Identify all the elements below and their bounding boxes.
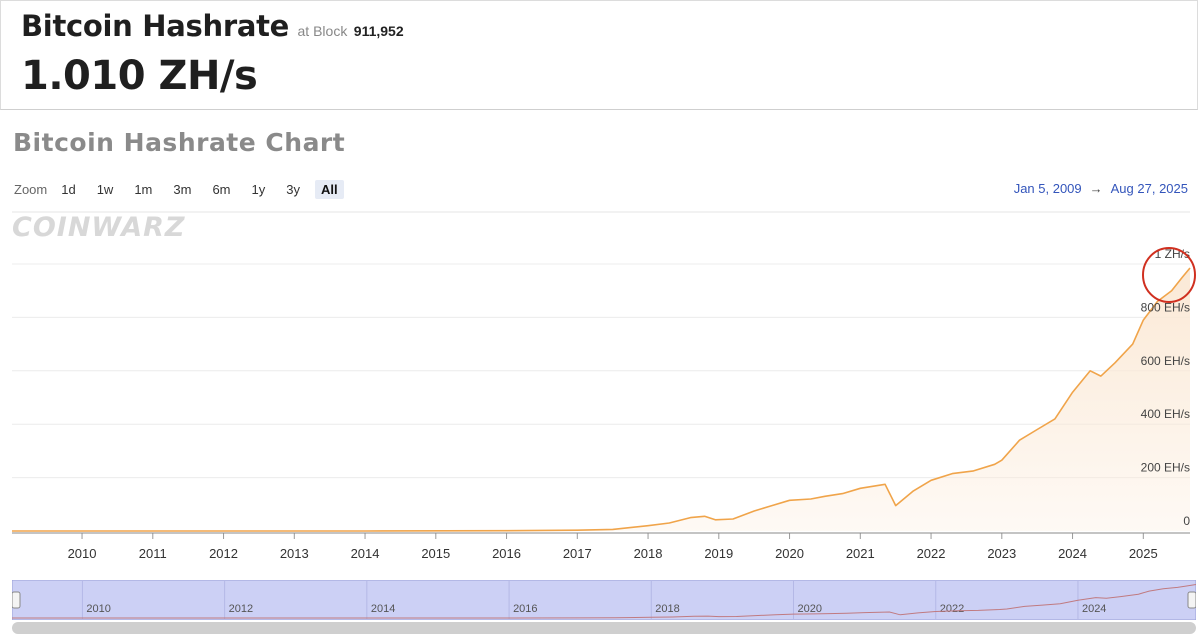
navigator-scrollbar[interactable]	[12, 622, 1196, 634]
zoom-3y-button[interactable]: 3y	[286, 181, 300, 197]
navigator-selection	[12, 580, 1196, 620]
navigator-tick-label: 2014	[371, 603, 395, 615]
zoom-label: Zoom	[14, 181, 48, 197]
y-tick-label: 0	[1183, 514, 1190, 528]
hashrate-area	[12, 268, 1190, 531]
range-arrow-icon: →	[1089, 181, 1103, 196]
x-tick-label: 2010	[68, 546, 97, 561]
x-tick-label: 2016	[492, 546, 521, 561]
date-range: Jan 5, 2009 → Aug 27, 2025	[1014, 181, 1188, 196]
zoom-1m-button[interactable]: 1m	[134, 181, 153, 197]
y-tick-label: 600 EH/s	[1141, 354, 1190, 368]
navigator-tick-label: 2018	[655, 603, 679, 615]
x-tick-label: 2022	[917, 546, 946, 561]
grid-layer	[12, 211, 1190, 479]
navigator-tick-label: 2022	[940, 603, 964, 615]
hashrate-chart[interactable]: 2010 2011 2012 2013 2014 2015 2016 2017 2018 2019…	[0, 200, 1200, 576]
zoom-1w-button[interactable]: 1w	[96, 181, 114, 197]
zoom-1d-button[interactable]: 1d	[61, 181, 76, 197]
block-number: 911,952	[353, 23, 404, 39]
x-tick-label: 2020	[775, 546, 804, 561]
x-tick-label: 2018	[634, 546, 663, 561]
zoom-toolbar: Zoom 1d 1w 1m 3m 6m 1y 3y All	[14, 178, 353, 200]
zoom-6m-button[interactable]: 6m	[212, 181, 231, 197]
navigator-tick-label: 2010	[86, 603, 110, 615]
page-title: Bitcoin Hashrate	[21, 9, 290, 43]
navigator-tick-label: 2020	[798, 603, 822, 615]
hashrate-line	[12, 267, 1191, 532]
x-axis: 2010 2011 2012 2013 2014 2015 2016 2017 2018 2019…	[12, 532, 1190, 561]
x-tick-label: 2013	[280, 546, 309, 561]
x-tick-label: 2012	[209, 546, 238, 561]
y-tick-label: 800 EH/s	[1141, 300, 1190, 314]
title-row: Bitcoin Hashrate at Block 911,952	[21, 9, 404, 43]
navigator-line	[12, 584, 1196, 619]
x-tick-label: 2017	[563, 546, 592, 561]
navigator-right-handle[interactable]	[1187, 591, 1196, 609]
y-tick-label: 400 EH/s	[1141, 407, 1190, 421]
chart-title: Bitcoin Hashrate Chart	[13, 128, 346, 157]
hashrate-value: 1.010 ZH/s	[21, 53, 258, 99]
header-panel: Bitcoin Hashrate at Block 911,952 1.010 …	[0, 0, 1198, 110]
range-end[interactable]: Aug 27, 2025	[1110, 181, 1188, 196]
coinwarz-watermark: COINWARZ	[12, 212, 186, 243]
x-tick-label: 2024	[1058, 546, 1087, 561]
y-tick-label: 200 EH/s	[1141, 461, 1190, 475]
zoom-all-button[interactable]: All	[314, 179, 344, 199]
range-start[interactable]: Jan 5, 2009	[1013, 181, 1082, 196]
navigator-tick-label: 2024	[1082, 603, 1106, 615]
highlight-layer	[1142, 247, 1196, 303]
x-tick-label: 2025	[1129, 546, 1158, 561]
x-tick-label: 2023	[987, 546, 1016, 561]
x-tick-label: 2011	[139, 546, 167, 561]
navigator-tick-label: 2016	[513, 603, 537, 615]
zoom-1y-button[interactable]: 1y	[251, 181, 266, 197]
x-tick-label: 2014	[351, 546, 380, 561]
highlight-circle	[1142, 247, 1196, 303]
navigator-tick-label: 2012	[229, 603, 253, 615]
x-tick-label: 2021	[846, 546, 875, 561]
area-layer	[12, 267, 1191, 532]
navigator-panel[interactable]: 2010 2012 2014 2016 2018 2020 2022 2024	[12, 580, 1196, 620]
x-tick-label: 2019	[704, 546, 733, 561]
x-tick-label: 2015	[421, 546, 450, 561]
zoom-3m-button[interactable]: 3m	[173, 181, 192, 197]
navigator-left-handle[interactable]	[12, 591, 21, 609]
at-block-label: at Block	[297, 23, 348, 39]
